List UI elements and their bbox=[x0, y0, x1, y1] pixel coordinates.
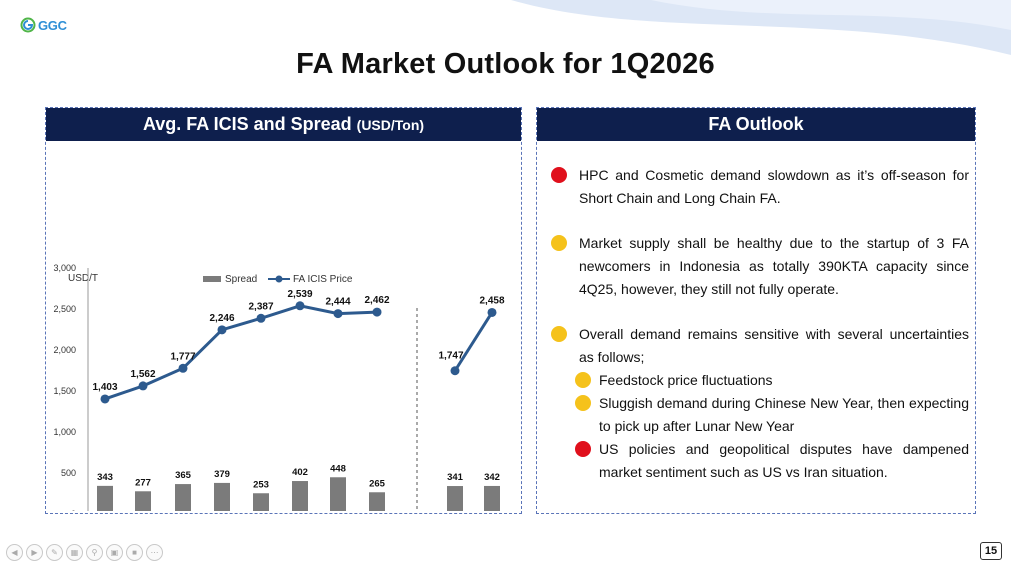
price-point bbox=[372, 307, 382, 317]
spread-bar bbox=[484, 485, 500, 511]
red-status-dot-icon bbox=[575, 441, 591, 457]
spread-data-label: 342 bbox=[484, 472, 500, 483]
legend-price-marker bbox=[275, 275, 283, 283]
previous-slide-button[interactable]: ◀ bbox=[6, 544, 23, 561]
yellow-status-dot-icon bbox=[575, 395, 591, 411]
camera-button[interactable]: ■ bbox=[126, 544, 143, 561]
price-point bbox=[178, 363, 188, 373]
price-data-label: 2,458 bbox=[479, 295, 504, 306]
price-point bbox=[100, 394, 110, 404]
spread-bar bbox=[175, 484, 191, 511]
spread-bar bbox=[135, 491, 151, 511]
outlook-panel: FA Outlook HPC and Cosmetic demand slowd… bbox=[536, 107, 976, 514]
y-axis-label: USD/T bbox=[68, 273, 98, 284]
spread-data-label: 343 bbox=[97, 472, 113, 483]
zoom-button[interactable]: ⚲ bbox=[86, 544, 103, 561]
bullet-text: Market supply shall be healthy due to th… bbox=[579, 235, 969, 297]
price-point bbox=[295, 301, 305, 311]
price-data-label: 1,403 bbox=[92, 382, 117, 393]
yellow-status-dot-icon bbox=[575, 372, 591, 388]
y-tick-label: 1,500 bbox=[53, 386, 76, 396]
y-tick-label: 1,000 bbox=[53, 427, 76, 437]
page-number: 15 bbox=[980, 542, 1002, 560]
y-tick-label: 3,000 bbox=[53, 263, 76, 273]
chart-panel-title: Avg. FA ICIS and Spread bbox=[142, 114, 357, 134]
y-tick-label: 0 bbox=[71, 509, 76, 511]
outlook-bullet: HPC and Cosmetic demand slowdown as it’s… bbox=[551, 164, 969, 210]
fa-price-spread-chart: USD/T 0 500 1,000 1,500 2,000 2,500 3,000 Spread… bbox=[53, 263, 505, 511]
chart-panel: Avg. FA ICIS and Spread (USD/Ton) USD/T 0… bbox=[45, 107, 522, 514]
spread-data-label: 341 bbox=[447, 472, 464, 483]
spread-bar bbox=[330, 477, 346, 511]
more-options-button[interactable]: ⋯ bbox=[146, 544, 163, 561]
subtitles-button[interactable]: ▣ bbox=[106, 544, 123, 561]
header-swoosh-decoration bbox=[511, 0, 1011, 55]
price-data-label: 2,539 bbox=[287, 289, 312, 300]
sub-bullet-text: US policies and geopolitical disputes ha… bbox=[599, 441, 969, 480]
ggc-logo-icon bbox=[20, 17, 36, 33]
price-point bbox=[217, 325, 227, 335]
chart-panel-header: Avg. FA ICIS and Spread (USD/Ton) bbox=[46, 108, 521, 141]
spread-bar bbox=[369, 492, 385, 511]
logo-text: GGC bbox=[38, 17, 67, 33]
next-slide-button[interactable]: ▶ bbox=[26, 544, 43, 561]
see-all-slides-button[interactable]: ▦ bbox=[66, 544, 83, 561]
y-tick-label: 2,500 bbox=[53, 304, 76, 314]
outlook-sub-bullet: Feedstock price fluctuations bbox=[575, 369, 969, 392]
outlook-bullet: Market supply shall be healthy due to th… bbox=[551, 232, 969, 301]
spread-bar bbox=[253, 493, 269, 511]
legend-spread-label: Spread bbox=[225, 274, 257, 285]
price-point bbox=[450, 366, 460, 376]
sub-bullet-text: Feedstock price fluctuations bbox=[599, 372, 773, 388]
price-point bbox=[333, 309, 343, 319]
price-data-label: 2,462 bbox=[364, 295, 389, 306]
spread-data-label: 365 bbox=[175, 470, 192, 481]
price-data-label: 1,747 bbox=[438, 351, 463, 362]
spread-data-label: 379 bbox=[214, 469, 230, 480]
spread-data-label: 448 bbox=[330, 463, 346, 474]
bullet-text: Overall demand remains sensitive with se… bbox=[579, 326, 969, 365]
price-point bbox=[487, 307, 497, 317]
y-tick-label: 500 bbox=[61, 468, 76, 478]
spread-data-label: 253 bbox=[253, 479, 269, 490]
outlook-sub-bullet: US policies and geopolitical disputes ha… bbox=[575, 438, 969, 484]
yellow-status-dot-icon bbox=[551, 235, 567, 251]
price-data-label: 2,444 bbox=[325, 297, 350, 308]
company-logo: GGC bbox=[20, 17, 67, 33]
chart-panel-unit: (USD/Ton) bbox=[356, 117, 425, 133]
price-line bbox=[453, 311, 494, 372]
price-data-label: 2,246 bbox=[209, 313, 234, 324]
bullet-text: HPC and Cosmetic demand slowdown as it’s… bbox=[579, 167, 969, 206]
red-status-dot-icon bbox=[551, 167, 567, 183]
price-data-label: 1,562 bbox=[130, 369, 155, 380]
outlook-panel-header: FA Outlook bbox=[537, 108, 975, 141]
y-tick-label: 2,000 bbox=[53, 345, 76, 355]
spread-bar bbox=[214, 482, 230, 511]
spread-data-label: 277 bbox=[135, 477, 151, 488]
sub-bullet-text: Sluggish demand during Chinese New Year,… bbox=[599, 395, 969, 434]
price-line bbox=[104, 304, 378, 401]
slideshow-controls: ◀ ▶ ✎ ▦ ⚲ ▣ ■ ⋯ bbox=[6, 544, 163, 561]
price-data-label: 2,387 bbox=[248, 301, 273, 312]
spread-bar bbox=[447, 486, 463, 511]
yellow-status-dot-icon bbox=[551, 326, 567, 342]
spread-bar bbox=[97, 485, 113, 511]
spread-data-label: 265 bbox=[369, 478, 386, 489]
spread-bar bbox=[292, 481, 308, 511]
outlook-sub-bullet: Sluggish demand during Chinese New Year,… bbox=[575, 392, 969, 438]
slide-title: FA Market Outlook for 1Q2026 bbox=[296, 48, 715, 80]
outlook-bullet: Overall demand remains sensitive with se… bbox=[551, 323, 969, 369]
outlook-bullets: HPC and Cosmetic demand slowdown as it’s… bbox=[551, 164, 969, 484]
legend-spread-swatch bbox=[203, 276, 221, 282]
legend-price-label: FA ICIS Price bbox=[293, 274, 353, 285]
pen-tool-button[interactable]: ✎ bbox=[46, 544, 63, 561]
price-point bbox=[256, 313, 266, 323]
spread-data-label: 402 bbox=[292, 467, 308, 478]
price-data-label: 1,777 bbox=[170, 351, 195, 362]
price-point bbox=[138, 381, 148, 391]
